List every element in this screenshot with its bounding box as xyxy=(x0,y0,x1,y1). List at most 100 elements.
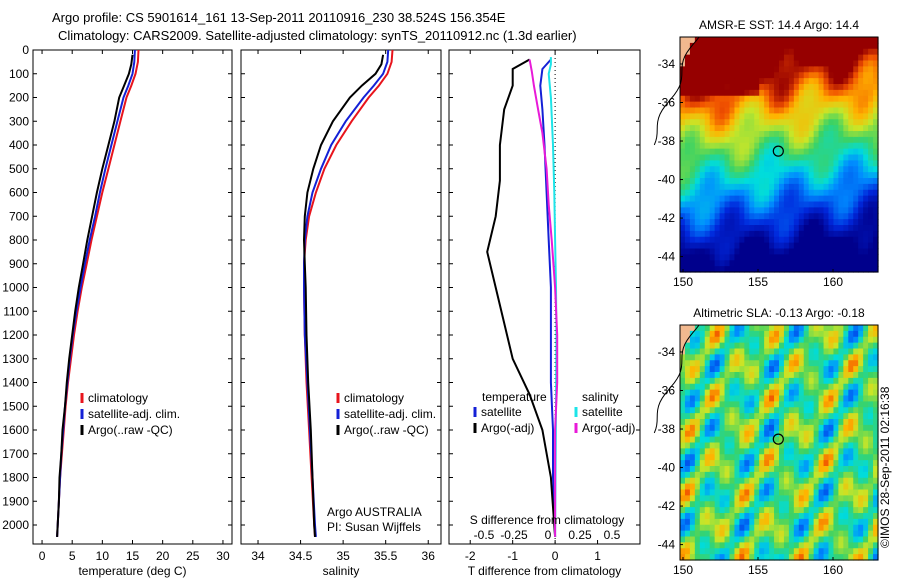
map-cell xyxy=(848,72,854,79)
map-cell xyxy=(848,95,854,103)
map-cell xyxy=(873,448,879,455)
map-cell xyxy=(838,501,844,508)
map-cell xyxy=(779,178,785,185)
map-cell xyxy=(699,178,706,185)
map-cell xyxy=(783,60,790,67)
map-cell xyxy=(714,477,721,485)
map-cell xyxy=(764,372,770,379)
map-cell xyxy=(734,142,740,150)
map-cell xyxy=(848,66,854,73)
map-cell xyxy=(709,524,716,532)
map-cell xyxy=(694,213,701,220)
map-cell xyxy=(774,154,780,161)
map-cell xyxy=(873,536,879,543)
map-cell xyxy=(689,372,696,379)
map-cell xyxy=(724,325,731,332)
map-cell xyxy=(853,354,859,361)
map-cell xyxy=(680,230,686,238)
map-cell xyxy=(788,413,795,420)
map-cell xyxy=(863,389,869,397)
map-cell xyxy=(818,84,825,91)
map-cell xyxy=(853,383,859,391)
map-cell xyxy=(709,360,716,367)
map-cell xyxy=(853,48,859,56)
map-cell xyxy=(729,530,736,538)
map-cell xyxy=(744,131,750,138)
map-cell xyxy=(853,119,859,126)
map-cell xyxy=(709,131,716,138)
map-cell xyxy=(843,454,849,461)
map-cell xyxy=(729,248,736,255)
map-cell xyxy=(823,483,830,491)
legend-label: satellite xyxy=(481,405,522,419)
map-cell xyxy=(709,195,716,203)
map-cell xyxy=(803,489,810,496)
map-cell xyxy=(729,430,736,438)
map-cell xyxy=(783,266,790,273)
map-cell xyxy=(858,236,864,244)
map-cell xyxy=(744,72,750,79)
map-cell xyxy=(744,548,750,555)
map-cell xyxy=(868,42,874,50)
map-cell xyxy=(769,454,775,461)
map-cell xyxy=(769,483,775,491)
map-cell xyxy=(848,37,854,44)
map-cell xyxy=(719,436,726,444)
map-cell xyxy=(739,166,745,173)
map-cell xyxy=(680,54,686,62)
map-cell xyxy=(818,342,825,350)
map-cell xyxy=(858,183,864,191)
map-cell xyxy=(724,554,731,561)
map-cell xyxy=(838,160,844,167)
map-cell xyxy=(818,48,825,56)
map-cell xyxy=(739,518,745,526)
map-cell xyxy=(779,330,785,338)
map-cell xyxy=(843,413,849,420)
map-cell xyxy=(754,178,760,185)
map-cell xyxy=(793,530,800,538)
map-cell xyxy=(788,330,795,338)
map-cell xyxy=(704,148,711,156)
map-cell xyxy=(764,60,770,67)
map-cell xyxy=(724,107,731,114)
map-cell xyxy=(779,213,785,220)
map-cell xyxy=(833,119,839,126)
map-cell xyxy=(734,66,740,73)
map-cell xyxy=(868,542,874,549)
map-cell xyxy=(823,325,830,332)
map-cell xyxy=(813,160,820,167)
map-cell xyxy=(808,195,815,203)
map-cell xyxy=(828,154,835,161)
map-cell xyxy=(779,360,785,367)
map-cell xyxy=(769,207,775,214)
map-cell xyxy=(798,501,805,508)
map-cell xyxy=(858,260,864,267)
map-cell xyxy=(680,207,686,214)
map-cell xyxy=(684,530,691,538)
map-cell xyxy=(818,219,825,226)
map-cell xyxy=(828,407,835,414)
map-cell xyxy=(838,172,844,179)
map-cell xyxy=(833,325,839,332)
map-cell xyxy=(873,489,879,496)
map-cell xyxy=(739,448,745,455)
map-cell xyxy=(769,225,775,232)
map-cell xyxy=(838,242,844,250)
map-cell xyxy=(739,37,745,44)
map-cell xyxy=(808,536,815,543)
map-cell xyxy=(828,219,835,226)
map-cell xyxy=(843,424,849,432)
map-cell xyxy=(699,207,706,214)
map-cell xyxy=(764,54,770,62)
map-cell xyxy=(764,448,770,455)
map-cell xyxy=(729,336,736,344)
map-cell xyxy=(848,154,854,161)
map-cell xyxy=(853,107,859,114)
map-cell xyxy=(838,330,844,338)
map-cell xyxy=(680,260,686,267)
map-cell xyxy=(853,78,859,85)
map-cell xyxy=(873,183,879,191)
top-axis-tick: 0.25 xyxy=(568,528,592,542)
map-cell xyxy=(828,266,835,273)
